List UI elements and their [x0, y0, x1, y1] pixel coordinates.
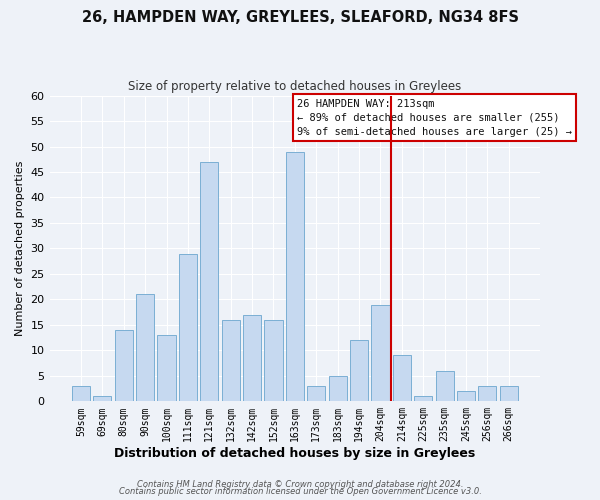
Bar — [115, 330, 133, 402]
Bar — [457, 391, 475, 402]
Bar — [286, 152, 304, 402]
Text: 26, HAMPDEN WAY, GREYLEES, SLEAFORD, NG34 8FS: 26, HAMPDEN WAY, GREYLEES, SLEAFORD, NG3… — [82, 10, 518, 25]
Bar — [93, 396, 112, 402]
Bar — [200, 162, 218, 402]
Bar — [478, 386, 496, 402]
Text: 26 HAMPDEN WAY: 213sqm
← 89% of detached houses are smaller (255)
9% of semi-det: 26 HAMPDEN WAY: 213sqm ← 89% of detached… — [298, 98, 572, 136]
Bar — [179, 254, 197, 402]
Bar — [500, 386, 518, 402]
Bar — [329, 376, 347, 402]
Text: Contains public sector information licensed under the Open Government Licence v3: Contains public sector information licen… — [119, 488, 481, 496]
Bar — [414, 396, 433, 402]
Bar — [265, 320, 283, 402]
X-axis label: Distribution of detached houses by size in Greylees: Distribution of detached houses by size … — [114, 447, 475, 460]
Bar — [307, 386, 325, 402]
Bar — [371, 304, 389, 402]
Y-axis label: Number of detached properties: Number of detached properties — [15, 161, 25, 336]
Bar — [72, 386, 90, 402]
Bar — [350, 340, 368, 402]
Bar — [221, 320, 240, 402]
Title: Size of property relative to detached houses in Greylees: Size of property relative to detached ho… — [128, 80, 461, 93]
Bar — [136, 294, 154, 402]
Text: Contains HM Land Registry data © Crown copyright and database right 2024.: Contains HM Land Registry data © Crown c… — [137, 480, 463, 489]
Bar — [436, 371, 454, 402]
Bar — [243, 314, 261, 402]
Bar — [393, 356, 411, 402]
Bar — [157, 335, 176, 402]
